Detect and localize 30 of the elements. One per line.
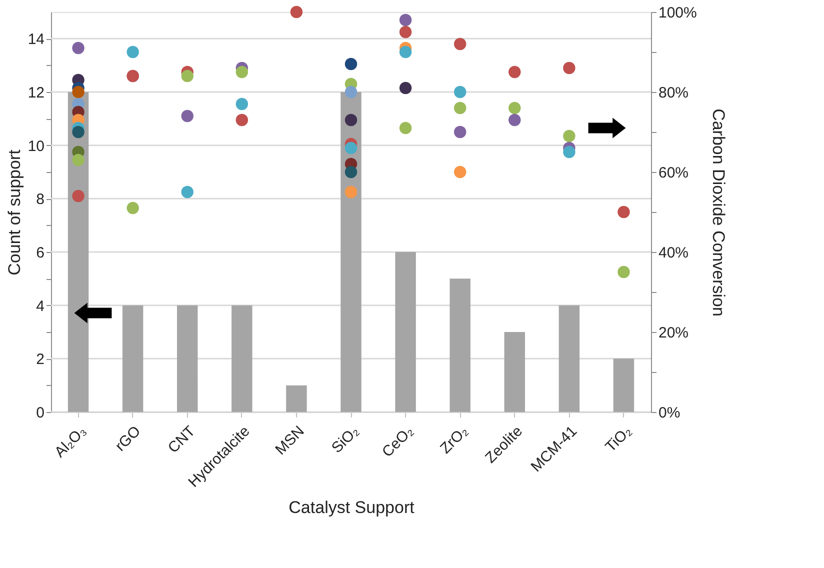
y-axis-title: Count of support [4, 149, 24, 276]
bar [232, 305, 252, 412]
y-tick-label: 2 [36, 351, 44, 368]
bar [286, 385, 307, 412]
y2-axis-title: Carbon Dioxide Conversion [708, 108, 728, 316]
y2-tick-label: 40% [658, 244, 689, 262]
bar [450, 278, 470, 412]
y2-tick-label: 100% [658, 4, 697, 22]
bar [122, 305, 144, 412]
y-tick-label: 4 [36, 298, 44, 315]
x-tick-label: SiO₂ [328, 422, 362, 457]
y-tick-label: 8 [36, 191, 44, 208]
x-tick-label: rGO [112, 422, 144, 455]
bar [395, 252, 416, 412]
y2-tick-label: 80% [658, 84, 689, 102]
y2-tick-label: 20% [658, 324, 689, 342]
x-tick-label: TiO₂ [602, 422, 636, 456]
x-tick-label: ZrO₂ [437, 422, 472, 458]
y-tick-label: 6 [36, 244, 44, 262]
x-axis-title: Catalyst Support [288, 498, 415, 518]
y-tick-label: 12 [28, 84, 44, 102]
y-tick-label: 0 [36, 404, 44, 422]
y-tick-label: 10 [28, 138, 44, 155]
y-tick-label: 14 [28, 31, 44, 48]
bar [613, 358, 634, 412]
bar [177, 305, 198, 412]
y2-tick-label: 60% [658, 164, 689, 182]
y2-tick-label: 0% [658, 404, 680, 422]
bar [504, 332, 525, 412]
bar [558, 305, 580, 412]
